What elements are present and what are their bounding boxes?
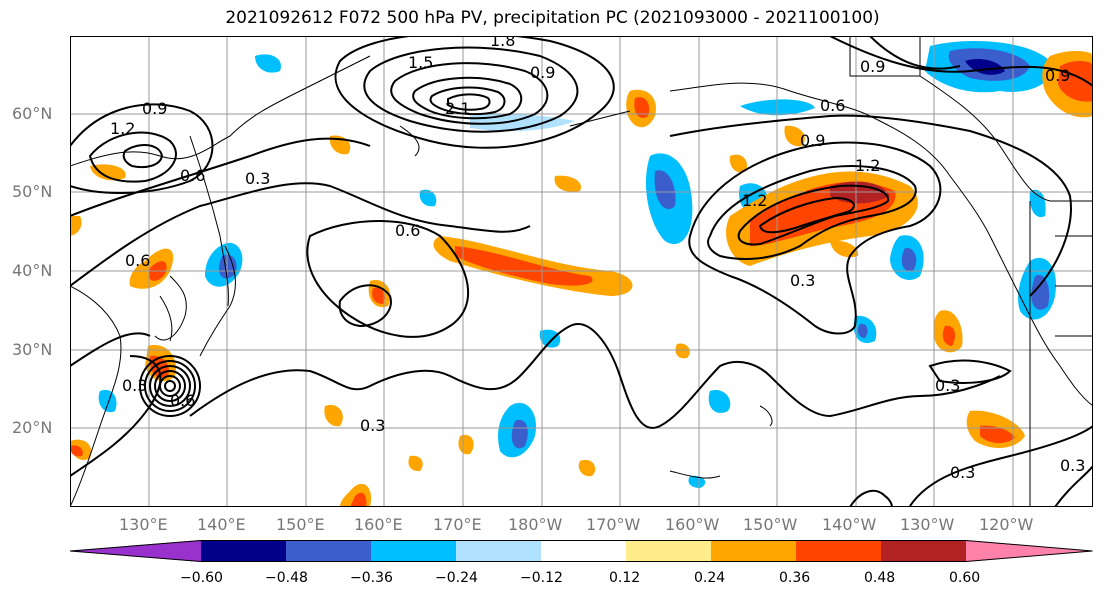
- lon-label: 170°E: [433, 515, 482, 534]
- lon-label: 160°W: [665, 515, 720, 534]
- colorbar-svg: [69, 540, 1093, 562]
- contour-label: 0.3: [790, 271, 815, 290]
- lon-label: 140°E: [197, 515, 246, 534]
- colorbar-tick: −0.48: [265, 570, 308, 586]
- contour-label: 1.5: [408, 53, 433, 72]
- lon-label: 170°W: [586, 515, 641, 534]
- contour-label: 1.2: [855, 156, 880, 175]
- colorbar-tick: −0.36: [350, 570, 393, 586]
- lon-label: 140°W: [822, 515, 877, 534]
- map-frame: [70, 36, 1093, 507]
- lon-label: 130°E: [119, 515, 168, 534]
- contour-label: 0.3: [1060, 456, 1085, 475]
- contour-label: 0.9: [530, 63, 555, 82]
- lat-label: 50°N: [12, 182, 53, 201]
- contour-label: 0.6: [395, 221, 420, 240]
- contour-label: 0.3: [950, 463, 975, 482]
- map-panel: 0.9 1.2 0.6 0.3 1.5 2.1 1.8 0.9 0.6 0.9 …: [70, 36, 1093, 507]
- colorbar-segment: [881, 540, 966, 562]
- lon-label: 150°E: [276, 515, 325, 534]
- contour-label: 0.6: [180, 166, 205, 185]
- colorbar-tick: 0.36: [779, 570, 811, 586]
- lat-label: 20°N: [12, 418, 53, 437]
- colorbar-tick: 0.12: [609, 570, 641, 586]
- contour-label: 0.6: [820, 96, 845, 115]
- colorbar-tick: 0.60: [949, 570, 981, 586]
- typhoon-contours: [139, 355, 201, 417]
- contour-label: 1.2: [742, 191, 767, 210]
- contour-label: 2.1: [445, 99, 470, 118]
- lat-label: 30°N: [12, 340, 53, 359]
- pv-contours: [70, 36, 1093, 507]
- colorbar-segment: [966, 540, 1093, 562]
- lat-label: 40°N: [12, 261, 53, 280]
- colorbar-segment: [541, 540, 626, 562]
- contour-label: 0.6: [170, 391, 195, 410]
- graticule: [70, 36, 1093, 507]
- contour-label: 0.3: [360, 416, 385, 435]
- colorbar: [69, 540, 1093, 562]
- colorbar-segment: [626, 540, 711, 562]
- contour-label: 0.6: [125, 251, 150, 270]
- contour-label: 1.8: [490, 36, 515, 50]
- colorbar-segment: [456, 540, 541, 562]
- lat-label: 60°N: [12, 104, 53, 123]
- colorbar-segment: [70, 540, 201, 562]
- colorbar-tick: 0.48: [864, 570, 896, 586]
- contour-label: 1.2: [110, 119, 135, 138]
- contour-label: 0.3: [122, 376, 147, 395]
- colorbar-segment: [371, 540, 456, 562]
- colorbar-tick: −0.12: [520, 570, 563, 586]
- contour-labels: 0.9 1.2 0.6 0.3 1.5 2.1 1.8 0.9 0.6 0.9 …: [110, 36, 1085, 482]
- colorbar-segment: [286, 540, 371, 562]
- colorbar-segment: [201, 540, 286, 562]
- colorbar-tick: −0.24: [435, 570, 478, 586]
- contour-label: 0.3: [245, 169, 270, 188]
- colorbar-tick: 0.24: [694, 570, 726, 586]
- map-title: 2021092612 F072 500 hPa PV, precipitatio…: [225, 8, 880, 28]
- contour-label: 0.9: [142, 99, 167, 118]
- contour-label: 0.9: [860, 57, 885, 76]
- contour-label: 0.9: [1045, 66, 1070, 85]
- colorbar-segment: [796, 540, 881, 562]
- contour-label: 0.9: [800, 131, 825, 150]
- lon-label: 120°W: [979, 515, 1034, 534]
- coastlines: [70, 36, 1093, 507]
- lon-label: 150°W: [743, 515, 798, 534]
- contour-label: 0.3: [935, 376, 960, 395]
- colorbar-outline: [69, 540, 1093, 562]
- lon-label: 130°W: [900, 515, 955, 534]
- lon-label: 180°W: [508, 515, 563, 534]
- colorbar-tick: −0.60: [180, 570, 223, 586]
- map-svg: 0.9 1.2 0.6 0.3 1.5 2.1 1.8 0.9 0.6 0.9 …: [70, 36, 1093, 507]
- lon-label: 160°E: [354, 515, 403, 534]
- colorbar-segment: [711, 540, 796, 562]
